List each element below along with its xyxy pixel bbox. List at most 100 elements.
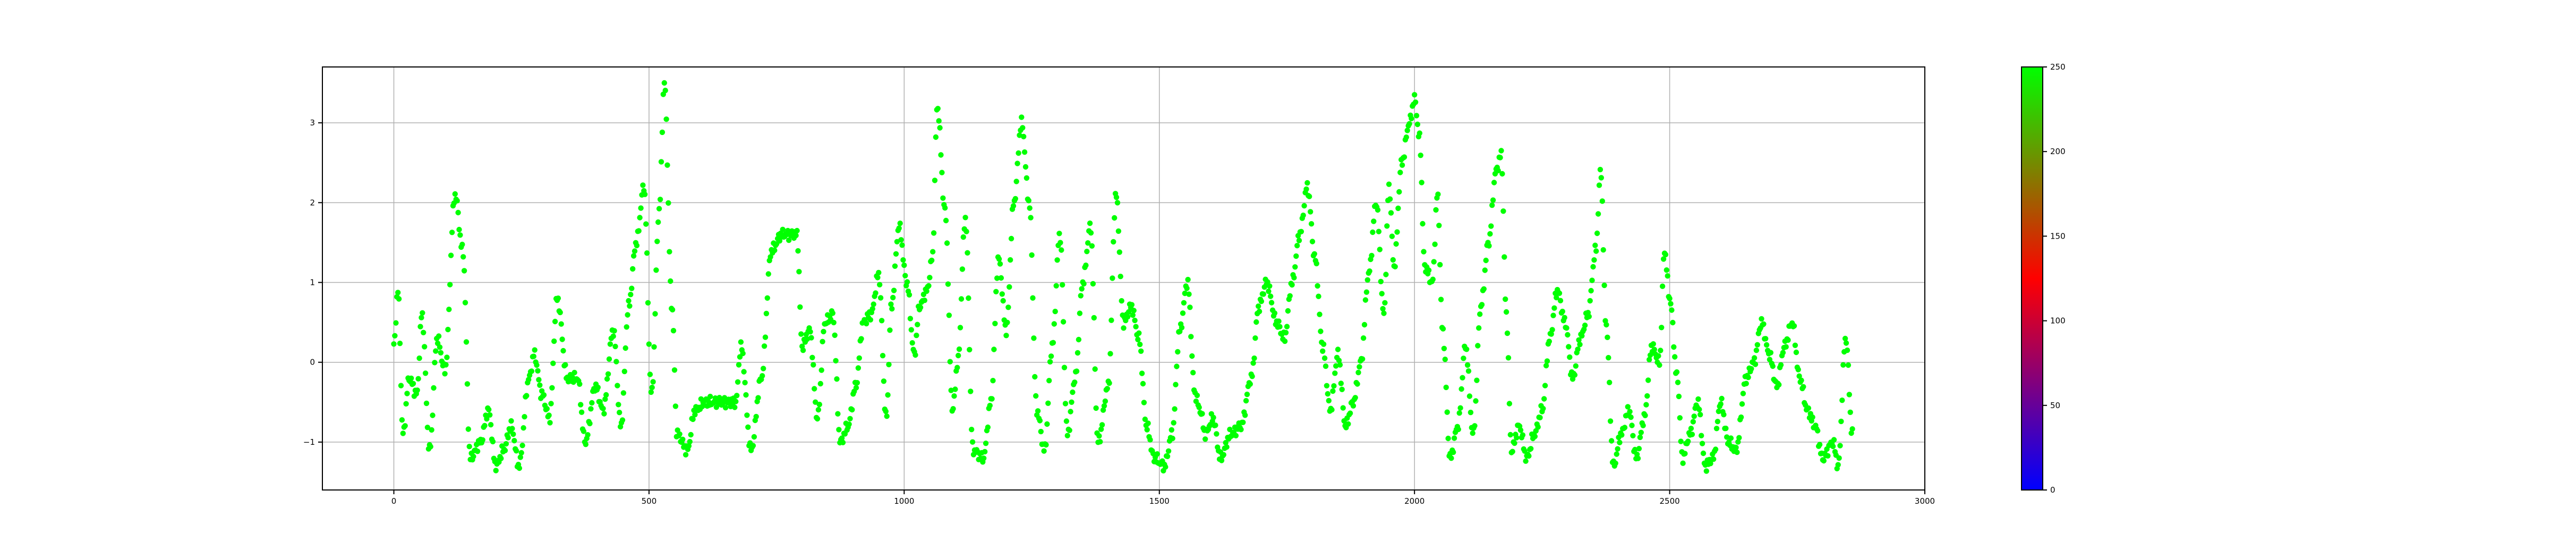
scatter-point — [518, 450, 524, 456]
scatter-point — [1600, 247, 1606, 253]
scatter-point — [997, 261, 1003, 267]
scatter-point — [1266, 289, 1272, 294]
scatter-point — [1595, 211, 1601, 217]
scatter-point — [821, 328, 826, 335]
scatter-point — [1030, 295, 1036, 301]
scatter-point — [947, 359, 953, 365]
scatter-point — [1500, 208, 1506, 214]
scatter-point — [1458, 386, 1464, 392]
scatter-point — [1298, 229, 1304, 234]
scatter-point — [619, 417, 626, 423]
scatter-point — [1115, 228, 1122, 234]
scatter-point — [1491, 180, 1497, 185]
scatter-point — [1475, 343, 1481, 349]
scatter-point — [1440, 326, 1446, 332]
scatter-point — [1233, 433, 1239, 438]
scatter-point — [559, 336, 565, 342]
scatter-point — [946, 312, 952, 318]
scatter-point — [1104, 386, 1110, 392]
colorbar-tick-label: 50 — [2050, 401, 2060, 410]
scatter-point — [1194, 392, 1200, 399]
scatter-point — [763, 310, 770, 317]
scatter-point — [666, 200, 671, 206]
scatter-point — [420, 310, 425, 316]
scatter-point — [509, 426, 515, 432]
scatter-point — [1056, 231, 1062, 236]
scatter-point — [534, 362, 540, 368]
scatter-point — [588, 406, 594, 412]
scatter-point — [577, 381, 583, 387]
scatter-point — [1418, 153, 1423, 158]
x-tick-label: 500 — [642, 496, 657, 506]
scatter-point — [1050, 340, 1056, 345]
scatter-point — [1110, 275, 1115, 281]
scatter-point — [1084, 249, 1090, 255]
scatter-point — [744, 412, 750, 418]
scatter-point — [1023, 175, 1030, 181]
scatter-point — [653, 267, 659, 273]
scatter-point — [722, 405, 729, 411]
scatter-point — [1658, 348, 1664, 353]
scatter-points — [391, 80, 1855, 474]
scatter-point — [933, 134, 939, 140]
scatter-point — [1106, 380, 1112, 386]
scatter-point — [487, 412, 493, 418]
scatter-point — [742, 379, 748, 386]
scatter-point — [549, 385, 555, 391]
scatter-point — [896, 225, 902, 231]
scatter-point — [1019, 114, 1025, 120]
scatter-point — [1010, 203, 1017, 209]
scatter-point — [912, 352, 918, 358]
scatter-point — [1185, 276, 1191, 283]
scatter-point — [687, 438, 693, 445]
scatter-point — [1170, 435, 1175, 442]
scatter-point — [847, 416, 853, 421]
scatter-point — [796, 269, 802, 275]
scatter-point — [1457, 405, 1463, 411]
scatter-point — [1557, 298, 1564, 303]
scatter-point — [846, 421, 852, 427]
scatter-point — [541, 392, 547, 398]
scatter-point — [1189, 353, 1195, 359]
scatter-point — [818, 367, 824, 373]
scatter-point — [755, 395, 761, 401]
scatter-point — [1403, 134, 1409, 140]
scatter-point — [1768, 350, 1773, 356]
scatter-point — [1187, 305, 1193, 310]
scatter-point — [465, 426, 471, 432]
scatter-point — [1733, 444, 1739, 451]
scatter-point — [1770, 363, 1776, 369]
scatter-point — [1528, 446, 1534, 452]
scatter-point — [1736, 435, 1742, 441]
scatter-point — [939, 170, 945, 175]
scatter-point — [557, 309, 563, 316]
scatter-point — [1053, 283, 1059, 289]
scatter-point — [1607, 379, 1613, 385]
scatter-point — [1844, 347, 1850, 353]
scatter-point — [1444, 409, 1450, 415]
scatter-point — [738, 339, 744, 345]
scatter-point — [513, 448, 519, 454]
scatter-point — [856, 355, 863, 361]
scatter-point — [1287, 293, 1293, 299]
scatter-point — [1140, 381, 1146, 387]
scatter-point — [1597, 166, 1603, 173]
scatter-point — [1474, 377, 1480, 383]
scatter-point — [930, 249, 936, 255]
scatter-point — [581, 428, 587, 434]
scatter-point — [1432, 241, 1438, 247]
scatter-point — [624, 324, 629, 330]
scatter-point — [817, 381, 824, 387]
scatter-point — [402, 423, 408, 429]
scatter-point — [914, 332, 919, 339]
scatter-point — [1130, 312, 1136, 318]
scatter-point — [1619, 432, 1625, 438]
scatter-point — [1394, 229, 1400, 235]
scatter-point — [551, 338, 557, 344]
scatter-point — [560, 348, 566, 354]
scatter-point — [1564, 325, 1570, 331]
scatter-point — [875, 275, 881, 281]
scatter-point — [924, 288, 929, 294]
scatter-point — [1659, 325, 1665, 331]
scatter-point — [1077, 310, 1083, 316]
